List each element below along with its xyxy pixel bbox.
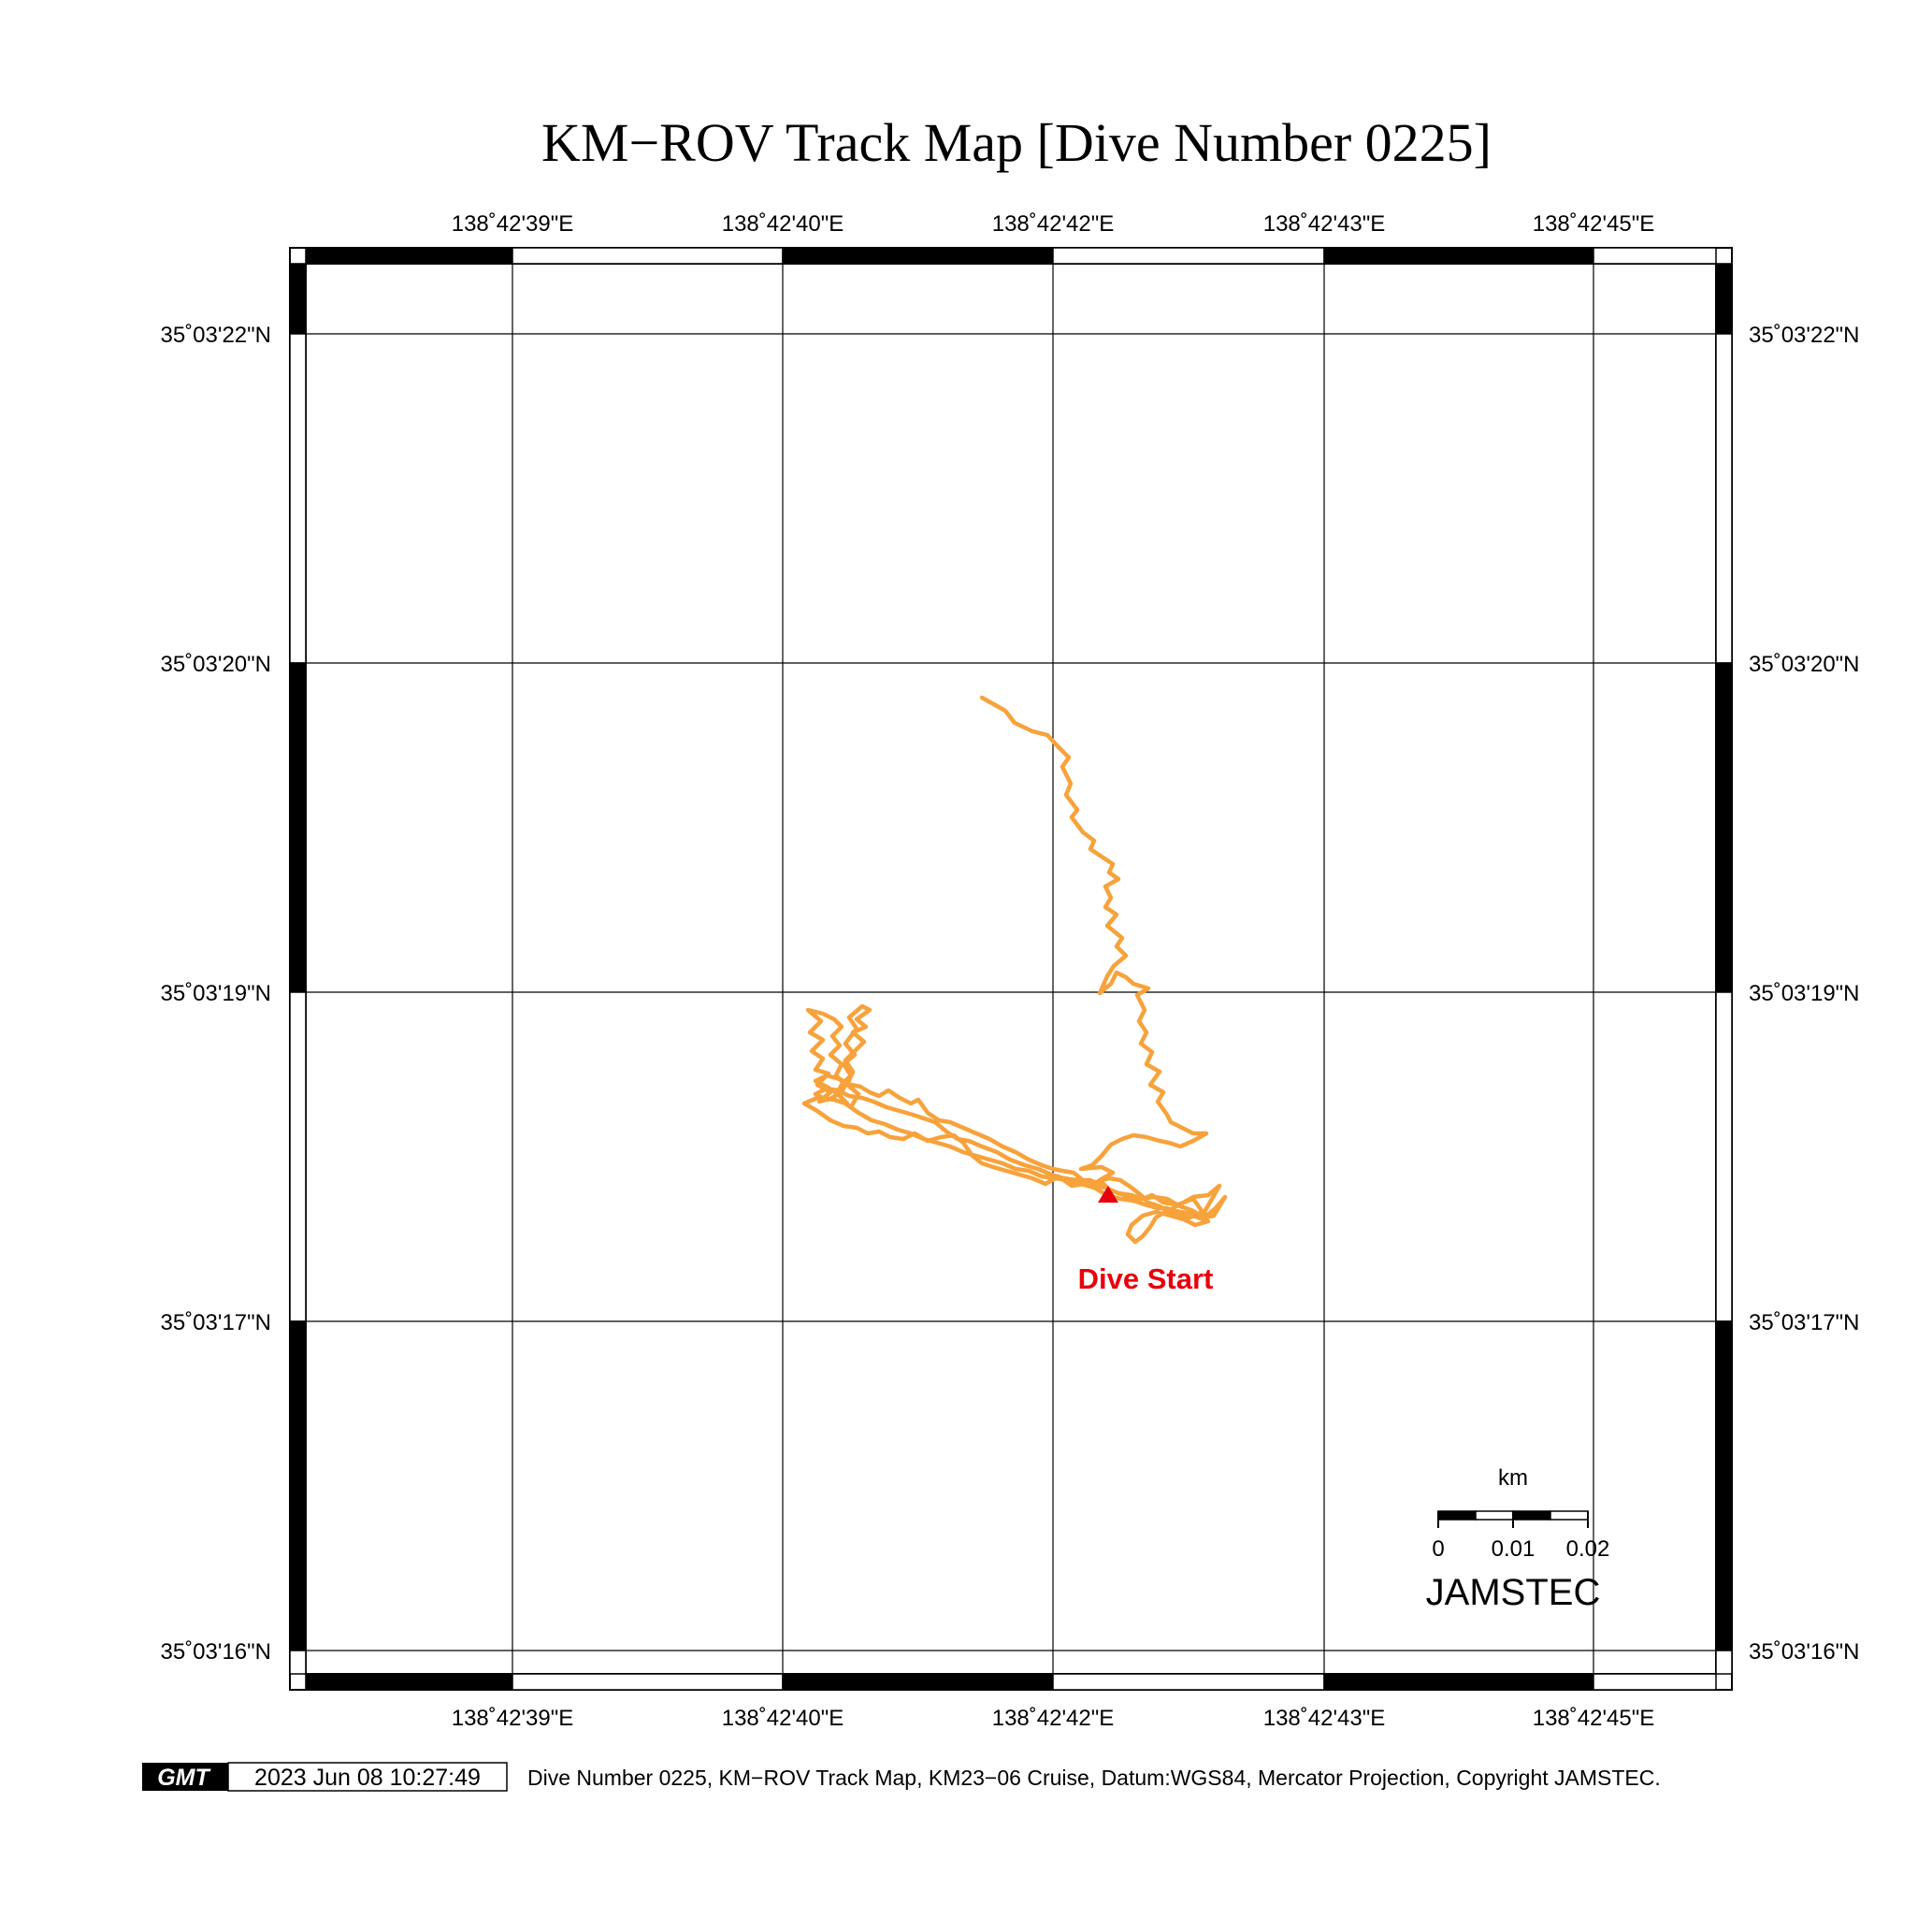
scale-bar-tick-0: 0: [1432, 1536, 1444, 1562]
frame-bar-top-5: [1593, 247, 1717, 265]
lat-label-1-right: 35˚03'22"N: [1749, 323, 1860, 348]
lon-label-4: 138˚42'43"E: [1263, 211, 1386, 237]
timestamp-box: [227, 1762, 508, 1792]
frame-checker-bars: [289, 247, 1733, 1691]
lat-label-5: 35˚03'16"N: [160, 1639, 271, 1665]
lon-label-5-bottom: 138˚42'45"E: [1533, 1706, 1655, 1731]
dive-start-marker-icon: [1098, 1186, 1118, 1203]
footer-caption: Dive Number 0225, KM−ROV Track Map, KM23…: [527, 1766, 1661, 1790]
frame-bar-right-4: [1715, 1320, 1733, 1651]
frame-bar-top-3: [1052, 247, 1325, 265]
lon-label-3-bottom: 138˚42'42"E: [992, 1706, 1115, 1731]
rov-dive-track-west-loop: [805, 1003, 872, 1110]
lat-label-2: 35˚03'20"N: [160, 652, 271, 677]
frame-bar-right-5: [1715, 1650, 1733, 1675]
jamstec-credit: JAMSTEC: [1426, 1572, 1601, 1613]
frame-bar-left-4: [289, 1320, 307, 1651]
dive-start-label: Dive Start: [1078, 1262, 1214, 1295]
map-title: KM−ROV Track Map [Dive Number 0225]: [541, 112, 1492, 173]
lat-label-4: 35˚03'17"N: [160, 1310, 271, 1335]
scale-bar-tick-1: 0.01: [1492, 1536, 1536, 1562]
scale-bar-segment-4: [1550, 1510, 1589, 1521]
lon-label-2: 138˚42'40"E: [722, 211, 844, 237]
gmt-logo-icon: [142, 1763, 228, 1791]
frame-bar-left-3: [289, 991, 307, 1322]
frame-bar-bottom-0: [305, 1673, 513, 1691]
scale-bar-segment-1: [1437, 1510, 1477, 1521]
lat-label-2-right: 35˚03'20"N: [1749, 652, 1860, 677]
lat-label-3: 35˚03'19"N: [160, 981, 271, 1006]
frame-bar-top-0: [305, 247, 513, 265]
lon-labels-top: 138˚42'39"E 138˚42'40"E 138˚42'42"E 138˚…: [452, 211, 1655, 237]
scale-bar-segment-3: [1512, 1510, 1551, 1521]
frame-bar-bottom-4: [1323, 1673, 1594, 1691]
lat-label-1: 35˚03'22"N: [160, 323, 271, 348]
lat-labels-right: 35˚03'22"N 35˚03'20"N 35˚03'19"N 35˚03'1…: [1749, 323, 1860, 1665]
lon-label-5: 138˚42'45"E: [1533, 211, 1655, 237]
frame-bar-right-2: [1715, 662, 1733, 993]
scale-bar-tick-2: 0.02: [1566, 1536, 1610, 1562]
lat-label-4-right: 35˚03'17"N: [1749, 1310, 1860, 1335]
frame-bar-bottom-2: [782, 1673, 1054, 1691]
lat-label-5-right: 35˚03'16"N: [1749, 1639, 1860, 1665]
frame-bar-top-1: [512, 247, 784, 265]
frame-bar-top-4: [1323, 247, 1594, 265]
map-plot-area: [305, 263, 1717, 1675]
gmt-logo-text: GMT: [157, 1765, 211, 1791]
frame-bar-left-5: [289, 1650, 307, 1675]
footer: GMT 2023 Jun 08 10:27:49 Dive Number 022…: [142, 1762, 1661, 1792]
timestamp: 2023 Jun 08 10:27:49: [254, 1765, 481, 1791]
frame-bar-right-0: [1715, 263, 1733, 335]
frame-bar-left-2: [289, 662, 307, 993]
lon-label-1: 138˚42'39"E: [452, 211, 574, 237]
lat-labels-left: 35˚03'22"N 35˚03'20"N 35˚03'19"N 35˚03'1…: [160, 323, 271, 1665]
frame-bar-bottom-1: [512, 1673, 784, 1691]
lon-label-1-bottom: 138˚42'39"E: [452, 1706, 574, 1731]
lat-label-3-right: 35˚03'19"N: [1749, 981, 1860, 1006]
scale-bar-segment-2: [1475, 1510, 1514, 1521]
rov-dive-track: [801, 695, 1228, 1245]
lon-label-2-bottom: 138˚42'40"E: [722, 1706, 844, 1731]
frame-bar-top-2: [782, 247, 1054, 265]
frame-bar-bottom-5: [1593, 1673, 1717, 1691]
scale-bar: km 0 0.01 0.02 JAMSTEC: [1426, 1465, 1610, 1613]
frame-bar-left-1: [289, 333, 307, 664]
lon-labels-bottom: 138˚42'39"E 138˚42'40"E 138˚42'42"E 138˚…: [452, 1706, 1655, 1731]
lon-label-4-bottom: 138˚42'43"E: [1263, 1706, 1386, 1731]
graticule-grid: [306, 264, 1716, 1674]
scale-bar-unit: km: [1498, 1465, 1528, 1491]
lon-label-3: 138˚42'42"E: [992, 211, 1115, 237]
frame-bar-right-3: [1715, 991, 1733, 1322]
frame-bar-right-1: [1715, 333, 1733, 664]
frame-bar-left-0: [289, 263, 307, 335]
frame-bar-bottom-3: [1052, 1673, 1325, 1691]
